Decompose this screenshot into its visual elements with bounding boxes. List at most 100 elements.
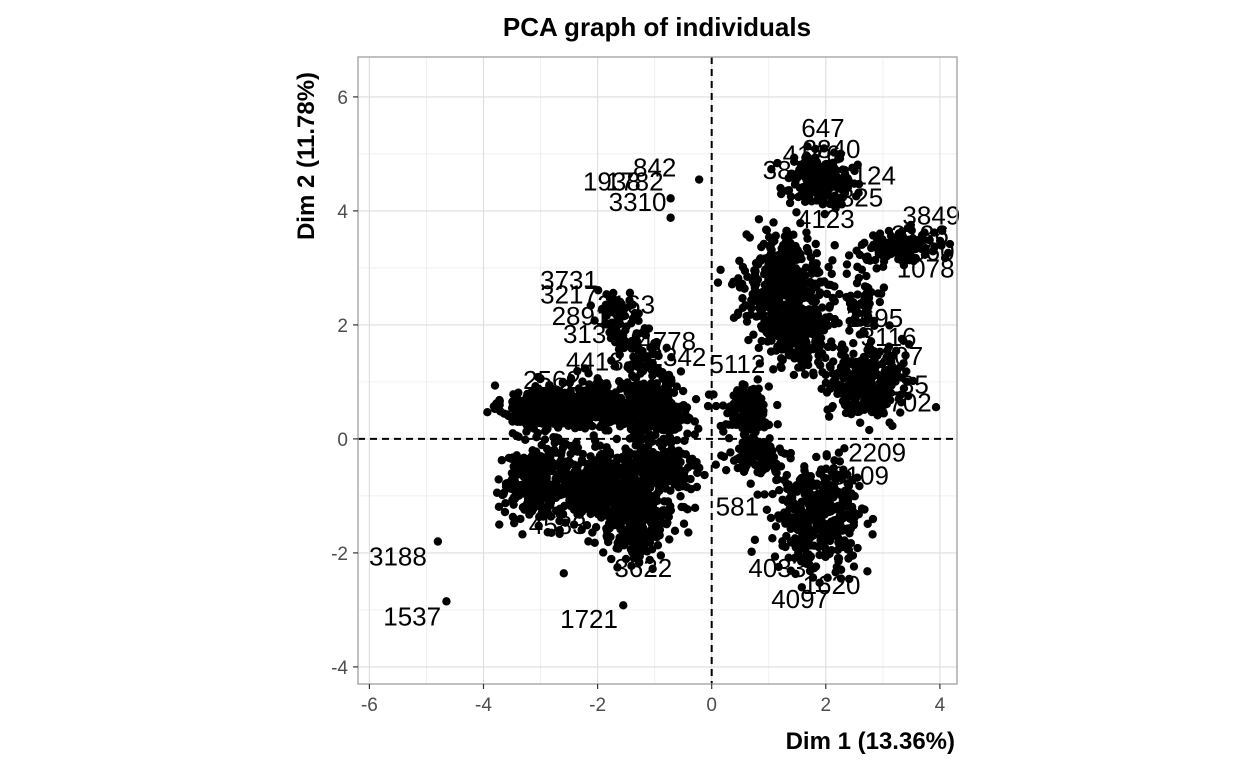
data-point <box>644 441 653 450</box>
data-point <box>639 434 649 443</box>
data-point <box>516 514 525 524</box>
data-point <box>774 511 783 520</box>
data-point <box>595 476 605 486</box>
data-point <box>767 335 776 345</box>
data-point <box>829 377 838 386</box>
data-point <box>632 384 642 393</box>
data-point <box>777 447 786 457</box>
data-point <box>752 312 761 321</box>
data-point <box>868 530 877 539</box>
data-point <box>786 566 796 575</box>
data-point <box>805 566 815 576</box>
data-point <box>716 421 725 431</box>
data-point <box>816 490 825 499</box>
data-point <box>811 337 820 347</box>
data-point <box>800 305 809 315</box>
data-point <box>904 391 913 401</box>
chart-title: PCA graph of individuals <box>503 12 811 42</box>
data-point <box>529 495 539 504</box>
x-tick-label: 4 <box>935 695 946 716</box>
data-point <box>588 382 597 391</box>
data-point <box>802 151 811 160</box>
data-point <box>499 488 509 497</box>
data-point <box>636 511 645 521</box>
data-point <box>784 312 793 321</box>
data-point <box>735 256 744 266</box>
data-point <box>799 185 808 194</box>
data-point <box>773 420 782 429</box>
data-point <box>806 187 815 197</box>
data-point <box>852 246 861 255</box>
data-point <box>602 449 612 458</box>
data-point <box>850 166 859 176</box>
data-point <box>756 321 766 331</box>
data-point <box>770 328 780 337</box>
data-point <box>815 578 824 587</box>
data-point <box>786 448 796 458</box>
data-point <box>829 163 839 172</box>
data-point <box>675 456 684 466</box>
data-point <box>650 532 659 541</box>
data-point <box>580 504 589 514</box>
point-label: 2342 <box>649 342 707 372</box>
data-point <box>647 519 657 529</box>
data-point <box>754 343 763 353</box>
data-point <box>582 479 591 488</box>
data-point <box>865 425 874 435</box>
point-label: 3310 <box>609 187 667 217</box>
data-point <box>810 159 819 168</box>
data-point <box>791 264 801 273</box>
data-point <box>651 411 661 420</box>
data-point <box>573 366 582 376</box>
data-point <box>671 477 681 486</box>
outlier-point <box>666 194 675 203</box>
data-point <box>827 199 836 208</box>
data-point <box>646 460 655 469</box>
data-point <box>838 193 848 202</box>
x-tick-label: 0 <box>706 695 717 716</box>
data-point <box>694 424 703 433</box>
data-point <box>866 350 876 359</box>
data-point <box>676 367 686 376</box>
data-point <box>872 264 881 273</box>
data-point <box>945 239 955 249</box>
data-point <box>616 464 625 473</box>
y-tick-label: 0 <box>337 430 348 451</box>
data-point <box>528 473 537 483</box>
data-point <box>783 243 792 252</box>
data-point <box>875 347 885 356</box>
data-point <box>835 289 844 299</box>
data-point <box>737 279 747 289</box>
data-point <box>666 486 675 495</box>
data-point <box>632 394 642 403</box>
data-point <box>822 547 831 556</box>
data-point <box>536 452 546 461</box>
data-point <box>662 519 671 529</box>
data-point <box>663 497 673 506</box>
data-point <box>661 470 670 480</box>
data-point <box>812 281 821 290</box>
data-point <box>825 536 835 546</box>
data-point <box>842 260 852 269</box>
data-point <box>549 432 558 442</box>
data-point <box>636 369 645 378</box>
outlier-point <box>442 597 451 606</box>
data-point <box>812 452 821 462</box>
data-point <box>836 574 846 583</box>
data-point <box>856 356 865 366</box>
data-point <box>757 336 766 346</box>
data-point <box>521 435 530 445</box>
data-point <box>785 302 794 312</box>
data-point <box>490 381 500 390</box>
data-point <box>542 472 551 481</box>
data-point <box>860 238 869 248</box>
data-point <box>794 363 803 372</box>
data-point <box>768 534 777 543</box>
data-point <box>610 489 619 499</box>
outlier-point <box>433 537 443 546</box>
data-point <box>569 520 579 529</box>
data-point <box>680 415 690 424</box>
points <box>433 142 955 610</box>
data-point <box>546 498 556 507</box>
data-point <box>899 336 908 346</box>
